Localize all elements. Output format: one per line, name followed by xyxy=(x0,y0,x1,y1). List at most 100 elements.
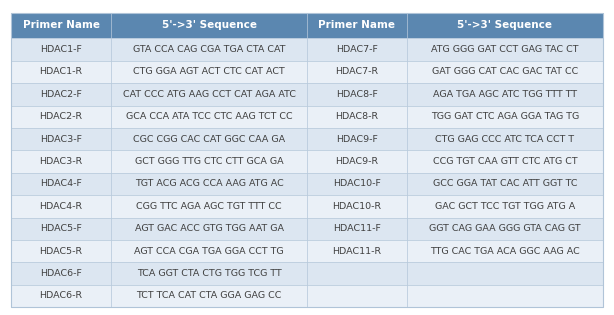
Text: 5'->3' Sequence: 5'->3' Sequence xyxy=(161,20,257,31)
Text: HDAC7-R: HDAC7-R xyxy=(335,67,379,77)
Text: HDAC10-R: HDAC10-R xyxy=(332,202,381,211)
Text: HDAC5-F: HDAC5-F xyxy=(40,224,82,233)
Bar xyxy=(407,83,603,106)
Bar xyxy=(111,128,307,150)
Bar xyxy=(407,285,603,307)
Text: CGC CGG CAC CAT GGC CAA GA: CGC CGG CAC CAT GGC CAA GA xyxy=(133,135,285,144)
Bar xyxy=(11,262,111,285)
Text: HDAC11-F: HDAC11-F xyxy=(333,224,381,233)
Bar xyxy=(307,83,407,106)
Bar xyxy=(111,285,307,307)
Bar xyxy=(307,13,407,38)
Bar xyxy=(407,38,603,61)
Bar xyxy=(111,38,307,61)
Bar xyxy=(111,195,307,218)
Text: HDAC11-R: HDAC11-R xyxy=(332,247,381,256)
Text: CTG GAG CCC ATC TCA CCT T: CTG GAG CCC ATC TCA CCT T xyxy=(435,135,575,144)
Bar xyxy=(307,150,407,173)
Text: HDAC8-R: HDAC8-R xyxy=(335,112,379,121)
Text: HDAC7-F: HDAC7-F xyxy=(336,45,378,54)
Bar xyxy=(407,262,603,285)
Bar xyxy=(11,128,111,150)
Text: TCT TCA CAT CTA GGA GAG CC: TCT TCA CAT CTA GGA GAG CC xyxy=(136,291,282,301)
Text: CTG GGA AGT ACT CTC CAT ACT: CTG GGA AGT ACT CTC CAT ACT xyxy=(133,67,285,77)
Bar xyxy=(11,38,111,61)
Bar xyxy=(307,173,407,195)
Text: GTA CCA CAG CGA TGA CTA CAT: GTA CCA CAG CGA TGA CTA CAT xyxy=(133,45,286,54)
Bar xyxy=(307,38,407,61)
Text: HDAC9-F: HDAC9-F xyxy=(336,135,378,144)
Text: 5'->3' Sequence: 5'->3' Sequence xyxy=(457,20,553,31)
Bar xyxy=(407,240,603,262)
Bar xyxy=(11,173,111,195)
Bar xyxy=(407,173,603,195)
Bar xyxy=(407,106,603,128)
Bar xyxy=(407,13,603,38)
Bar xyxy=(11,195,111,218)
Text: HDAC2-F: HDAC2-F xyxy=(40,90,82,99)
Bar xyxy=(111,262,307,285)
Text: HDAC4-F: HDAC4-F xyxy=(40,180,82,188)
Text: GCA CCA ATA TCC CTC AAG TCT CC: GCA CCA ATA TCC CTC AAG TCT CC xyxy=(126,112,292,121)
Bar xyxy=(11,83,111,106)
Text: CGG TTC AGA AGC TGT TTT CC: CGG TTC AGA AGC TGT TTT CC xyxy=(136,202,282,211)
Text: AGT CCA CGA TGA GGA CCT TG: AGT CCA CGA TGA GGA CCT TG xyxy=(134,247,284,256)
Text: HDAC6-F: HDAC6-F xyxy=(40,269,82,278)
Text: HDAC1-F: HDAC1-F xyxy=(40,45,82,54)
Bar xyxy=(407,150,603,173)
Bar xyxy=(111,150,307,173)
Bar xyxy=(11,106,111,128)
Text: HDAC10-F: HDAC10-F xyxy=(333,180,381,188)
Bar xyxy=(307,262,407,285)
Text: Primer Name: Primer Name xyxy=(23,20,99,31)
Text: GAT GGG CAT CAC GAC TAT CC: GAT GGG CAT CAC GAC TAT CC xyxy=(432,67,578,77)
Bar xyxy=(407,128,603,150)
Text: HDAC5-R: HDAC5-R xyxy=(39,247,83,256)
Bar xyxy=(307,128,407,150)
Bar xyxy=(407,218,603,240)
Text: HDAC3-F: HDAC3-F xyxy=(40,135,82,144)
Text: HDAC1-R: HDAC1-R xyxy=(39,67,83,77)
Bar xyxy=(111,218,307,240)
Bar xyxy=(11,13,111,38)
Bar xyxy=(11,150,111,173)
Text: HDAC4-R: HDAC4-R xyxy=(39,202,83,211)
Bar xyxy=(11,61,111,83)
Bar xyxy=(111,240,307,262)
Text: TGG GAT CTC AGA GGA TAG TG: TGG GAT CTC AGA GGA TAG TG xyxy=(431,112,579,121)
Bar xyxy=(307,106,407,128)
Text: TTG CAC TGA ACA GGC AAG AC: TTG CAC TGA ACA GGC AAG AC xyxy=(430,247,580,256)
Bar xyxy=(307,218,407,240)
Bar xyxy=(11,285,111,307)
Text: AGT GAC ACC GTG TGG AAT GA: AGT GAC ACC GTG TGG AAT GA xyxy=(134,224,284,233)
Bar xyxy=(407,61,603,83)
Text: TGT ACG ACG CCA AAG ATG AC: TGT ACG ACG CCA AAG ATG AC xyxy=(134,180,284,188)
Bar xyxy=(11,240,111,262)
Text: AGA TGA AGC ATC TGG TTT TT: AGA TGA AGC ATC TGG TTT TT xyxy=(433,90,577,99)
Text: HDAC8-F: HDAC8-F xyxy=(336,90,378,99)
Bar xyxy=(111,173,307,195)
Bar xyxy=(307,285,407,307)
Text: GGT CAG GAA GGG GTA CAG GT: GGT CAG GAA GGG GTA CAG GT xyxy=(429,224,581,233)
Text: TCA GGT CTA CTG TGG TCG TT: TCA GGT CTA CTG TGG TCG TT xyxy=(137,269,281,278)
Bar xyxy=(111,83,307,106)
Bar xyxy=(111,13,307,38)
Text: HDAC2-R: HDAC2-R xyxy=(39,112,83,121)
Text: CCG TGT CAA GTT CTC ATG CT: CCG TGT CAA GTT CTC ATG CT xyxy=(433,157,577,166)
Bar xyxy=(11,218,111,240)
Bar xyxy=(111,106,307,128)
Text: ATG GGG GAT CCT GAG TAC CT: ATG GGG GAT CCT GAG TAC CT xyxy=(431,45,579,54)
Text: HDAC3-R: HDAC3-R xyxy=(39,157,83,166)
Bar xyxy=(307,61,407,83)
Bar xyxy=(307,195,407,218)
Bar xyxy=(407,195,603,218)
Text: GAC GCT TCC TGT TGG ATG A: GAC GCT TCC TGT TGG ATG A xyxy=(435,202,575,211)
Text: Primer Name: Primer Name xyxy=(319,20,395,31)
Text: HDAC6-R: HDAC6-R xyxy=(39,291,83,301)
Bar xyxy=(111,61,307,83)
Bar xyxy=(307,240,407,262)
Text: GCC GGA TAT CAC ATT GGT TC: GCC GGA TAT CAC ATT GGT TC xyxy=(433,180,577,188)
Text: GCT GGG TTG CTC CTT GCA GA: GCT GGG TTG CTC CTT GCA GA xyxy=(134,157,283,166)
Text: HDAC9-R: HDAC9-R xyxy=(335,157,379,166)
Text: CAT CCC ATG AAG CCT CAT AGA ATC: CAT CCC ATG AAG CCT CAT AGA ATC xyxy=(123,90,295,99)
